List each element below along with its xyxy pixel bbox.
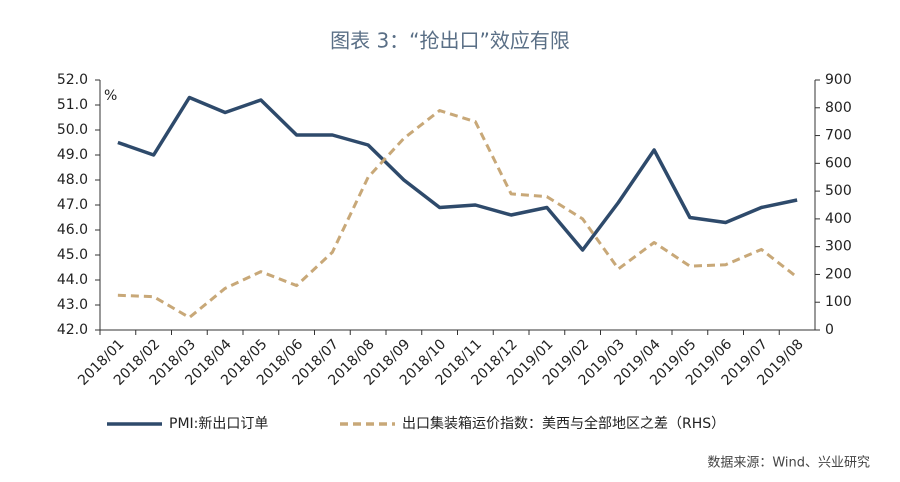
y-tick-label: 47.0 [57, 197, 88, 213]
y2-tick-label: 700 [825, 128, 852, 144]
y2-tick-label: 400 [825, 211, 852, 227]
y-tick-label: 51.0 [57, 97, 88, 113]
y2-tick-label: 900 [825, 72, 852, 88]
chart-title: 图表 3：“抢出口”效应有限 [330, 29, 570, 53]
y-tick-label: 44.0 [57, 272, 88, 288]
y2-tick-label: 300 [825, 239, 852, 255]
y-tick-label: 45.0 [57, 247, 88, 263]
legend-label: PMI:新出口订单 [169, 416, 268, 432]
y-tick-label: 52.0 [57, 72, 88, 88]
y-unit: % [104, 88, 117, 104]
y-tick-label: 43.0 [57, 297, 88, 313]
series-line [117, 95, 798, 252]
y-tick-label: 42.0 [57, 322, 88, 338]
y2-tick-label: 200 [825, 266, 852, 282]
source: 数据来源：Wind、兴业研究 [707, 456, 870, 471]
y-tick-label: 48.0 [57, 172, 88, 188]
y2-tick-label: 600 [825, 155, 852, 171]
series-line [117, 109, 799, 319]
y2-tick-label: 100 [825, 294, 852, 310]
y-tick-label: 46.0 [57, 222, 88, 238]
y-tick-label: 50.0 [57, 122, 88, 138]
y2-tick-label: 500 [825, 183, 852, 199]
y-tick-label: 49.0 [57, 147, 88, 163]
y2-tick-label: 0 [825, 322, 834, 338]
y2-tick-label: 800 [825, 100, 852, 116]
legend-label: 出口集装箱运价指数：美西与全部地区之差（RHS） [402, 415, 725, 432]
